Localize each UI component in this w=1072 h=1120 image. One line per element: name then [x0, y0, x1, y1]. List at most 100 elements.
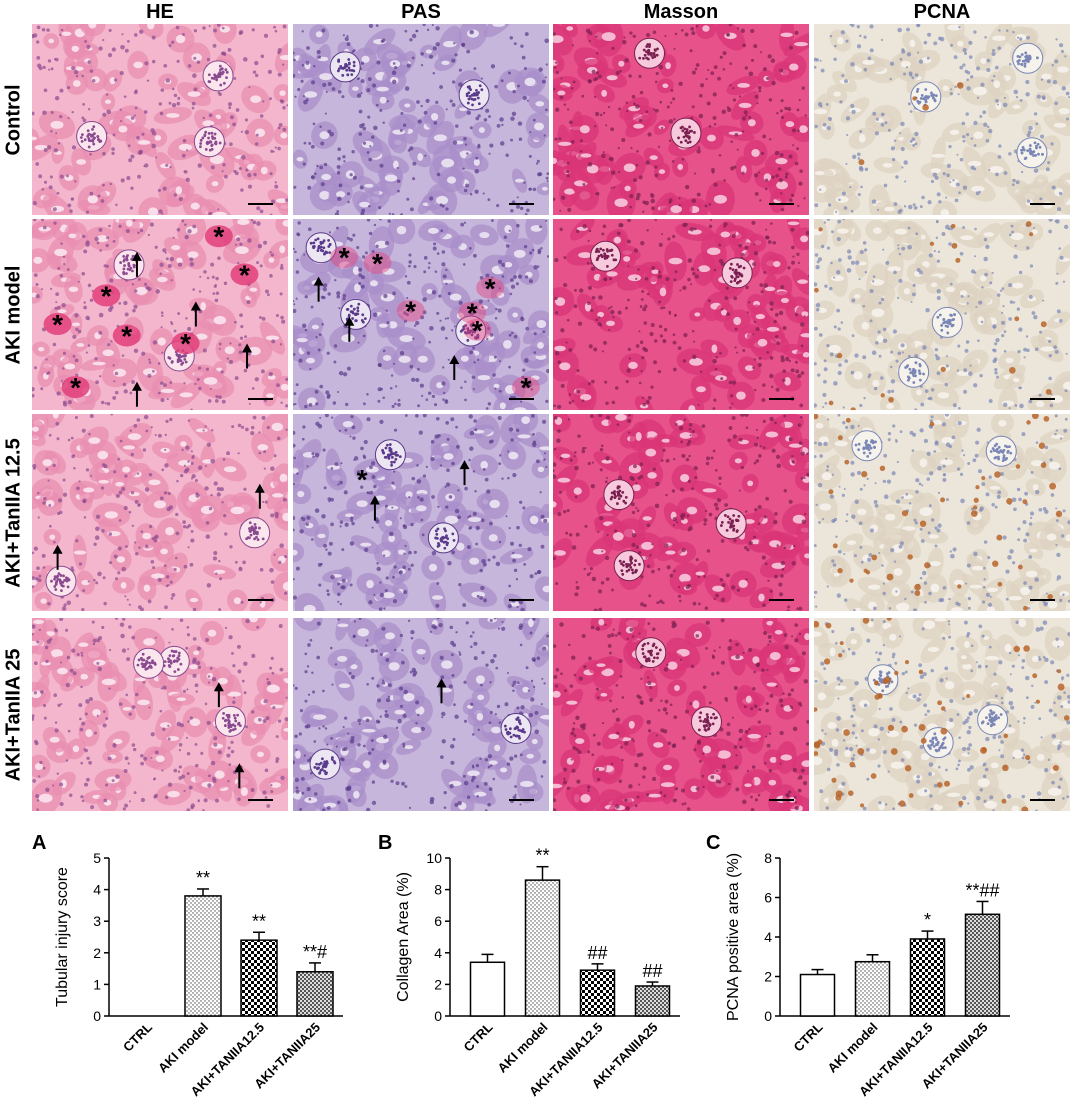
y-tick-label: 4	[93, 882, 101, 898]
significance-label: ##	[642, 961, 662, 981]
column-header-he: HE	[32, 0, 288, 24]
row-label-control: Control	[0, 24, 28, 215]
micrograph-masson-row-1	[553, 24, 809, 215]
micrograph-texture	[814, 618, 1070, 811]
column-header-pas: PAS	[293, 0, 549, 24]
bar	[297, 972, 333, 1016]
micrograph-texture	[553, 219, 809, 410]
y-tick-label: 4	[764, 929, 772, 945]
x-tick-label: CTRL	[120, 1019, 155, 1054]
y-tick-label: 8	[434, 882, 442, 898]
x-tick-label: CTRL	[460, 1019, 495, 1054]
error-bar	[482, 954, 494, 962]
lesion-asterisk: *	[180, 328, 191, 359]
micrograph-pas-row-4	[293, 618, 549, 811]
bar	[526, 880, 560, 1016]
y-tick-label: 0	[93, 1008, 101, 1024]
micrograph-pas-row-2: *******	[293, 219, 549, 410]
y-tick-label: 6	[764, 890, 772, 906]
bar	[856, 962, 890, 1016]
micrograph-masson-row-3	[553, 414, 809, 611]
lesion-asterisk: *	[121, 321, 132, 352]
y-tick-label: 3	[93, 913, 101, 929]
micrograph-texture	[553, 414, 809, 611]
x-tick-label: AKI model	[155, 1020, 211, 1076]
lesion-asterisk: *	[239, 259, 250, 290]
micrograph-texture	[553, 618, 809, 811]
y-axis-label: PCNA positive area (%)	[725, 853, 742, 1021]
y-tick-label: 10	[426, 850, 442, 866]
column-header-pcna: PCNA	[814, 0, 1070, 24]
bar	[801, 975, 835, 1016]
chart-collagen-area-svg: 0 2 4 6 8 10 Collagen Area (%) CTRL ** AKI model #…	[378, 840, 704, 1115]
micrograph-texture	[814, 24, 1070, 215]
chart-tubular-injury: 0 1 2 3 4 5 Tubular injury score CTRL ** AKI mode…	[32, 840, 362, 1120]
bar	[581, 970, 615, 1016]
chart-tubular-injury-svg: 0 1 2 3 4 5 Tubular injury score CTRL ** AKI mode…	[32, 840, 362, 1115]
micrograph-he-row-1	[32, 24, 288, 215]
micrograph-texture	[32, 24, 288, 215]
y-tick-label: 0	[764, 1008, 772, 1024]
micrograph-masson-row-4	[553, 618, 809, 811]
x-tick-label: AKI model	[825, 1020, 881, 1076]
lesion-asterisk: *	[357, 464, 368, 495]
row-label-aki-taniia-25: AKI+TanIIA 25	[0, 618, 28, 811]
significance-label: **#	[303, 942, 327, 962]
micrograph-pas-row-3: *	[293, 414, 549, 611]
significance-label: ##	[587, 943, 607, 963]
error-bar	[197, 889, 209, 896]
micrograph-texture	[814, 414, 1070, 611]
y-tick-label: 6	[434, 913, 442, 929]
significance-label: **##	[965, 880, 999, 900]
micrograph-pcna-row-4	[814, 618, 1070, 811]
micrograph-texture: *******	[293, 219, 549, 410]
y-axis-label: Collagen Area (%)	[395, 872, 412, 1002]
micrograph-texture	[32, 414, 288, 611]
micrograph-pcna-row-2	[814, 219, 1070, 410]
row-label-aki-taniia-12-5: AKI+TanIIA 12.5	[0, 414, 28, 611]
micrograph-texture	[814, 219, 1070, 410]
x-tick-label: CTRL	[790, 1019, 825, 1054]
y-tick-label: 1	[93, 976, 101, 992]
significance-label: **	[535, 846, 549, 866]
micrograph-texture: *******	[32, 219, 288, 410]
bar	[636, 986, 670, 1016]
micrograph-texture: *	[293, 414, 549, 611]
lesion-asterisk: *	[405, 296, 416, 327]
error-bar	[977, 901, 989, 914]
lesion-asterisk: *	[339, 242, 350, 273]
lesion-asterisk: *	[101, 280, 112, 311]
x-tick-label: AKI model	[495, 1020, 551, 1076]
error-bar	[309, 963, 321, 972]
column-header-masson: Masson	[553, 0, 809, 24]
micrograph-he-row-3	[32, 414, 288, 611]
micrograph-pas-row-1	[293, 24, 549, 215]
y-tick-label: 0	[434, 1008, 442, 1024]
lesion-asterisk: *	[372, 248, 383, 279]
bar	[911, 939, 945, 1016]
lesion-asterisk: *	[485, 273, 496, 304]
y-tick-label: 2	[93, 945, 101, 961]
micrograph-he-row-2: *******	[32, 219, 288, 410]
y-tick-label: 2	[434, 976, 442, 992]
y-axis-label: Tubular injury score	[54, 867, 71, 1007]
error-bar	[922, 931, 934, 939]
error-bar	[253, 932, 265, 940]
y-tick-label: 4	[434, 945, 442, 961]
lesion-asterisk: *	[52, 309, 63, 340]
significance-label: **	[252, 911, 266, 931]
bar	[241, 940, 277, 1016]
bar	[185, 896, 221, 1016]
lesion-asterisk: *	[467, 298, 478, 329]
micrograph-masson-row-2	[553, 219, 809, 410]
row-label-aki-model: AKI model	[0, 219, 28, 410]
error-bar	[592, 964, 604, 970]
significance-label: **	[196, 868, 210, 888]
micrograph-he-row-4	[32, 618, 288, 811]
y-tick-label: 5	[93, 850, 101, 866]
chart-collagen-area: 0 2 4 6 8 10 Collagen Area (%) CTRL ** AKI model #…	[378, 840, 704, 1120]
error-bar	[867, 955, 879, 962]
significance-label: *	[924, 910, 931, 930]
